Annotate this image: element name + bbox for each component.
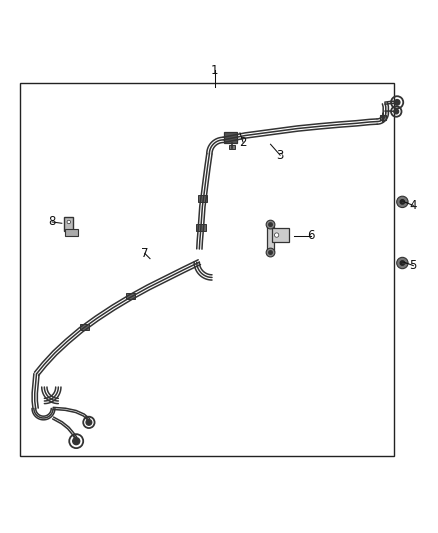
FancyBboxPatch shape — [196, 224, 206, 231]
Text: 6: 6 — [307, 229, 314, 243]
Text: 7: 7 — [141, 247, 148, 260]
Circle shape — [397, 257, 408, 269]
Circle shape — [73, 438, 80, 445]
Circle shape — [394, 109, 399, 114]
FancyBboxPatch shape — [198, 195, 207, 203]
Text: 8: 8 — [49, 215, 56, 229]
Circle shape — [266, 248, 275, 257]
FancyBboxPatch shape — [272, 228, 289, 242]
FancyBboxPatch shape — [65, 229, 78, 236]
Text: 5: 5 — [410, 259, 417, 272]
Circle shape — [269, 251, 272, 254]
FancyBboxPatch shape — [380, 115, 386, 120]
Text: 2: 2 — [239, 135, 247, 149]
FancyBboxPatch shape — [229, 145, 235, 149]
Circle shape — [400, 200, 405, 204]
FancyBboxPatch shape — [80, 324, 89, 330]
Text: 3: 3 — [276, 149, 284, 161]
Text: 4: 4 — [410, 199, 417, 212]
Circle shape — [67, 220, 71, 224]
Circle shape — [269, 223, 272, 227]
FancyBboxPatch shape — [127, 293, 135, 299]
FancyBboxPatch shape — [64, 217, 73, 231]
Circle shape — [266, 220, 275, 229]
FancyBboxPatch shape — [224, 132, 237, 143]
FancyBboxPatch shape — [267, 227, 274, 251]
Bar — [20, 83, 394, 456]
Circle shape — [400, 261, 405, 265]
Circle shape — [86, 419, 92, 425]
Circle shape — [275, 233, 279, 237]
Text: 1: 1 — [211, 63, 219, 77]
Circle shape — [394, 100, 400, 105]
Circle shape — [397, 196, 408, 207]
